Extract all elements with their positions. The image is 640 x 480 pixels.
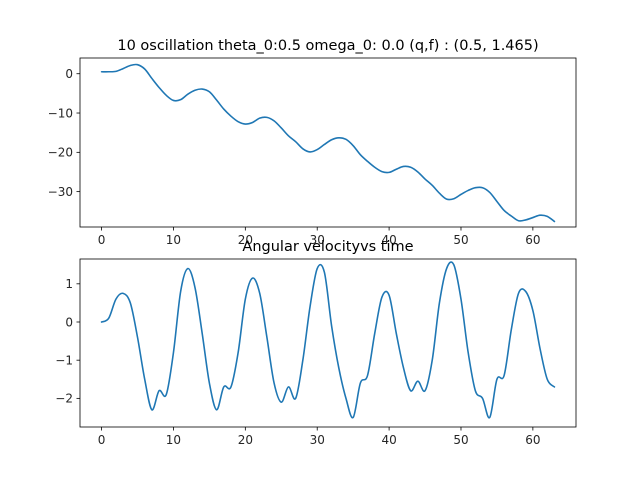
top-x-tick-label: 40 — [381, 233, 396, 247]
bottom-x-tick-label: 10 — [166, 433, 181, 447]
top-y-tick-label: −20 — [48, 146, 73, 160]
bottom-plot-title: Angular velocityvs time — [242, 239, 413, 255]
top-plot-series — [100, 63, 556, 223]
bottom-plot-series — [100, 261, 556, 419]
top-y-tick-label: −30 — [48, 185, 73, 199]
bottom-y-tick-label: 1 — [65, 277, 73, 291]
top-x-tick-label: 10 — [166, 233, 181, 247]
bottom-x-tick-label: 30 — [310, 433, 325, 447]
top-x-tick-label: 50 — [453, 233, 468, 247]
bottom-y-tick-label: −1 — [55, 353, 73, 367]
top-x-tick-label: 30 — [310, 233, 325, 247]
top-plot-title: 10 oscillation theta_0:0.5 omega_0: 0.0 … — [117, 38, 538, 54]
top-plot-ticks: 0 10 20 30 40 50 60 0 −10 −20 −30 — [48, 67, 541, 247]
bottom-subplot: Angular velocityvs time 0 10 20 30 40 50 6010−… — [55, 239, 577, 447]
bottom-y-tick-label: 0 — [65, 315, 73, 329]
top-x-tick-label: 0 — [98, 233, 106, 247]
top-subplot: 10 oscillation theta_0:0.5 omega_0: 0.0 … — [48, 38, 577, 247]
bottom-x-tick-label: 0 — [98, 433, 106, 447]
bottom-x-tick-label: 50 — [453, 433, 468, 447]
bottom-series-line — [100, 261, 556, 419]
bottom-x-tick-label: 60 — [525, 433, 540, 447]
bottom-x-tick-label: 20 — [238, 433, 253, 447]
top-y-tick-label: −10 — [48, 106, 73, 120]
bottom-plot-frame — [79, 258, 577, 428]
top-x-tick-label: 60 — [525, 233, 540, 247]
bottom-y-tick-label: −2 — [55, 392, 73, 406]
top-plot-frame — [79, 57, 577, 228]
top-y-tick-label: 0 — [65, 67, 73, 81]
bottom-x-tick-label: 40 — [381, 433, 396, 447]
top-series-line — [100, 63, 556, 223]
top-x-tick-label: 20 — [238, 233, 253, 247]
